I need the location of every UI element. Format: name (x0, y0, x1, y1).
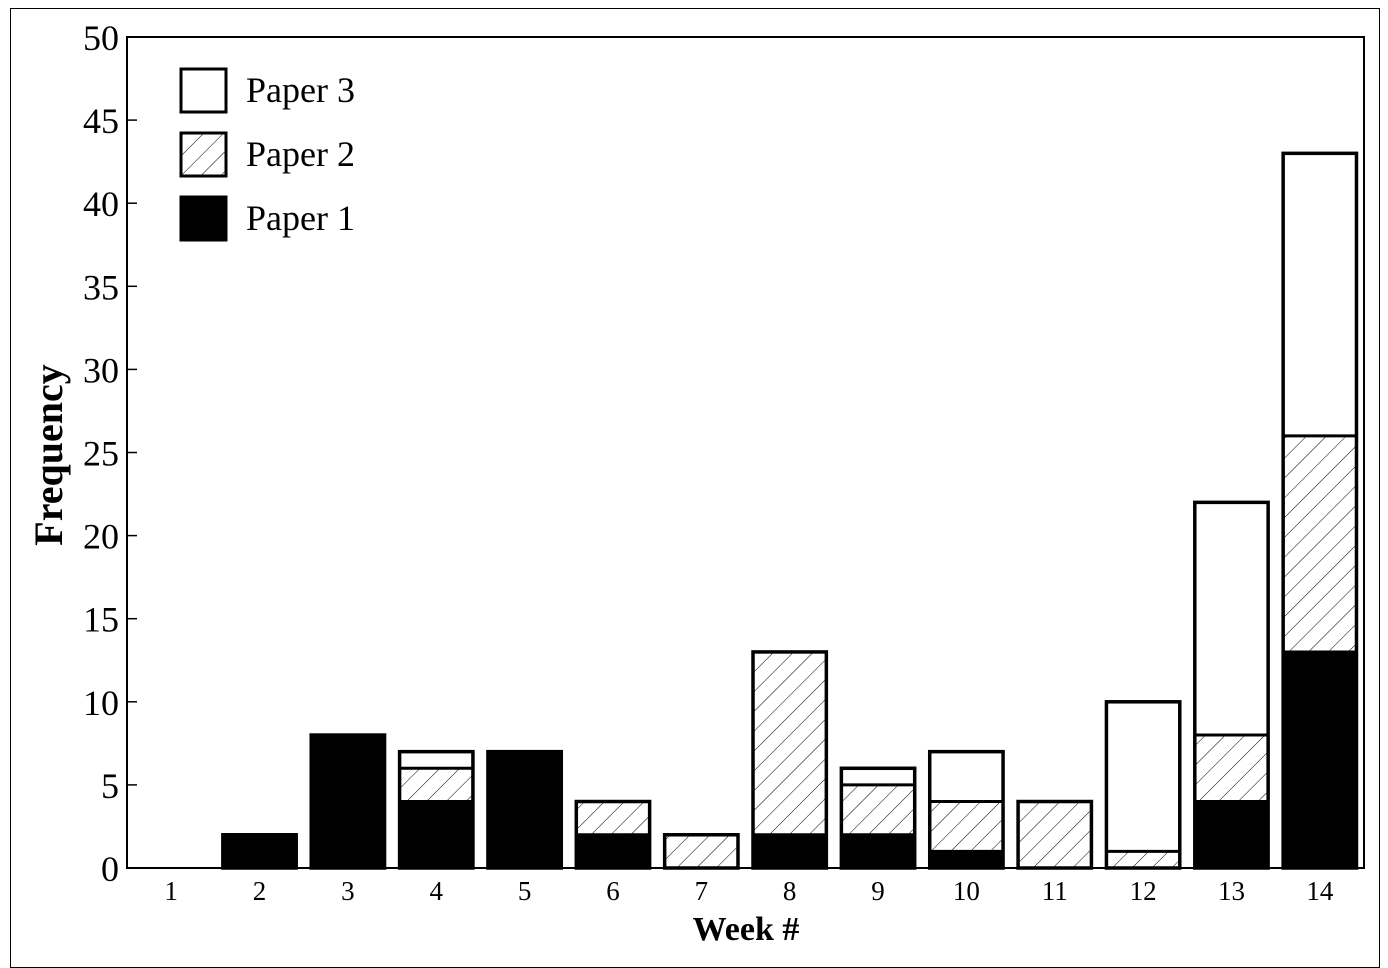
x-axis-label: Week # (693, 911, 800, 948)
x-tick-label: 9 (871, 876, 885, 906)
legend-label: Paper 2 (246, 134, 355, 174)
bar-segment-paper-2 (665, 835, 738, 868)
bar-segment-paper-1 (841, 835, 914, 868)
y-tick-label: 50 (83, 18, 119, 58)
bar-segment-paper-1 (753, 835, 826, 868)
x-tick-label: 11 (1042, 876, 1068, 906)
legend-label: Paper 3 (246, 70, 355, 110)
bar-segment-paper-1 (576, 835, 649, 868)
bar-segment-paper-1 (1283, 652, 1356, 868)
bar-segment-paper-2 (753, 652, 826, 835)
y-tick-label: 30 (83, 350, 119, 390)
x-tick-label: 5 (518, 876, 532, 906)
y-tick-label: 15 (83, 600, 119, 640)
y-tick-label: 5 (101, 766, 119, 806)
x-tick-label: 1 (164, 876, 178, 906)
bar-segment-paper-3 (1283, 153, 1356, 436)
legend-swatch-paper-1 (181, 197, 226, 240)
y-tick-label: 20 (83, 517, 119, 557)
x-tick-label: 2 (253, 876, 267, 906)
x-axis-ticks: 1 2 3 4 5 6 7 8 9 10 11 12 13 14 (164, 876, 1333, 906)
y-tick-label: 10 (83, 683, 119, 723)
bar-segment-paper-1 (1195, 802, 1268, 868)
bar-segment-paper-2 (1106, 851, 1179, 868)
x-tick-label: 4 (430, 876, 444, 906)
x-tick-label: 6 (606, 876, 620, 906)
x-tick-label: 8 (783, 876, 797, 906)
y-tick-label: 35 (83, 267, 119, 307)
legend-label: Paper 1 (246, 198, 355, 238)
bar-segment-paper-2 (576, 802, 649, 835)
bar-segment-paper-3 (930, 752, 1003, 802)
y-tick-label: 25 (83, 434, 119, 474)
bar-segment-paper-3 (1106, 702, 1179, 852)
bar-segment-paper-1 (223, 835, 296, 868)
x-tick-label: 14 (1306, 876, 1334, 906)
bar-segment-paper-3 (841, 768, 914, 785)
legend-swatch-paper-2 (181, 133, 226, 176)
bar-segment-paper-1 (488, 752, 561, 868)
x-tick-label: 10 (953, 876, 980, 906)
y-tick-label: 40 (83, 184, 119, 224)
bar-segment-paper-3 (1195, 502, 1268, 735)
y-axis-label: Frequency (26, 364, 71, 545)
bar-segment-paper-1 (311, 735, 384, 868)
y-tick-label: 45 (83, 101, 119, 141)
legend-swatch-paper-3 (181, 69, 226, 112)
legend: Paper 3 Paper 2 Paper 1 (181, 69, 355, 240)
bar-segment-paper-2 (1018, 802, 1091, 868)
y-tick-label: 0 (101, 849, 119, 889)
bar-segment-paper-1 (400, 802, 473, 868)
x-tick-label: 12 (1130, 876, 1157, 906)
bar-segment-paper-3 (400, 752, 473, 769)
bar-segment-paper-2 (400, 768, 473, 801)
y-axis-ticks: 0 5 10 15 20 25 30 35 40 45 50 (83, 18, 137, 889)
x-tick-label: 7 (695, 876, 709, 906)
bar-segment-paper-1 (930, 851, 1003, 868)
bar-segment-paper-2 (930, 802, 1003, 852)
bars-group (223, 153, 1357, 868)
x-tick-label: 3 (341, 876, 355, 906)
x-tick-label: 13 (1218, 876, 1245, 906)
bar-segment-paper-2 (841, 785, 914, 835)
bar-segment-paper-2 (1283, 436, 1356, 652)
bar-segment-paper-2 (1195, 735, 1268, 801)
